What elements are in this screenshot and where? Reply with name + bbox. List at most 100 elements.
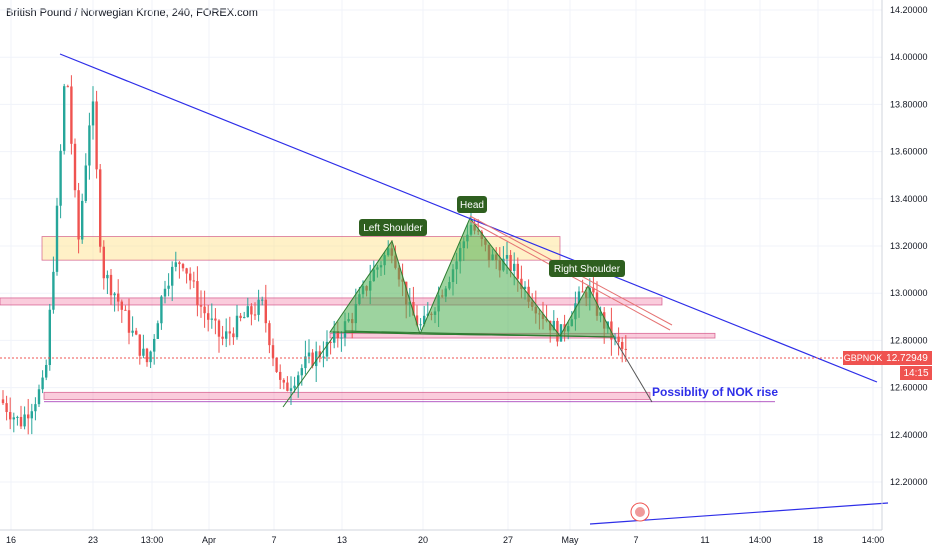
candle-body	[109, 274, 113, 296]
neckline-area	[344, 330, 615, 338]
candle-body	[77, 190, 80, 240]
candle-body	[124, 309, 127, 311]
grid-lines	[0, 0, 882, 530]
candle-body	[419, 324, 422, 326]
candle-body	[336, 330, 339, 339]
candle-body	[304, 356, 307, 369]
zone-pink	[0, 297, 663, 306]
candle-body	[99, 169, 102, 247]
price-tick-label: 13.60000	[890, 147, 928, 157]
candle-body	[142, 348, 145, 356]
candle-body	[311, 352, 314, 367]
zone-pink	[43, 391, 651, 400]
candle-body	[113, 293, 116, 296]
candle-body	[73, 143, 77, 191]
time-tick-label: 18	[813, 535, 823, 545]
price-axis[interactable]: 14.20000 14.00000 13.80000 13.60000 13.40000…	[881, 0, 928, 530]
candle-body	[523, 286, 527, 290]
time-tick-label: 20	[418, 535, 428, 545]
candle-body	[221, 336, 224, 339]
candle-body	[19, 416, 23, 427]
candle-body	[192, 280, 195, 282]
candle-body	[63, 86, 66, 151]
price-tick-label: 13.40000	[890, 194, 928, 204]
candle-body	[23, 414, 26, 427]
candle-body	[613, 336, 617, 340]
candle-body	[415, 315, 419, 326]
candle-body	[91, 101, 95, 126]
time-tick-label: 11	[700, 535, 709, 545]
candle-body	[37, 389, 41, 405]
candle-body	[279, 371, 282, 380]
label-left-shoulder-text: Left Shoulder	[363, 223, 423, 234]
countdown-timer: 14:15	[903, 368, 928, 379]
candle-body	[513, 263, 516, 271]
last-price-value: 12.72949	[886, 353, 928, 364]
candle-body	[239, 315, 242, 318]
head-triangle	[419, 217, 562, 337]
time-tick-label: May	[561, 535, 579, 545]
candle-body	[293, 385, 296, 389]
candle-body	[145, 348, 149, 363]
price-tick-label: 13.80000	[890, 99, 928, 109]
candle-body	[199, 305, 203, 307]
candle-body	[289, 388, 293, 391]
time-tick-label: 16	[6, 535, 16, 545]
candle-body	[171, 266, 174, 286]
candle-body	[315, 351, 318, 367]
candle-body	[138, 334, 141, 356]
candle-body	[286, 382, 289, 391]
candle-body	[516, 263, 519, 279]
candle-body	[257, 299, 260, 315]
candle-body	[52, 271, 55, 310]
candle-body	[120, 301, 123, 310]
candle-body	[253, 314, 257, 316]
candle-body	[178, 262, 181, 265]
candle-body	[163, 288, 167, 297]
price-tick-label: 14.20000	[890, 5, 928, 15]
label-head-text: Head	[460, 200, 484, 211]
time-axis[interactable]: 16 23 13:00 Apr 7 13 20 27 May 7 11 14:00 18 14:00	[0, 529, 884, 545]
price-tick-label: 12.60000	[890, 383, 928, 393]
event-marker-icon[interactable]	[630, 502, 650, 522]
candle-body	[196, 281, 199, 306]
candle-body	[167, 285, 170, 289]
label-right-shoulder-text: Right Shoulder	[554, 264, 621, 275]
candle-body	[325, 341, 329, 357]
rising-support-line	[282, 336, 334, 408]
last-price-badge: GBPNOK 12.72949 14:15	[843, 351, 932, 380]
candle-body	[412, 302, 415, 316]
time-tick-label: 27	[503, 535, 513, 545]
candle-body	[243, 317, 246, 319]
candle-body	[27, 414, 30, 419]
price-tick-label: 12.80000	[890, 335, 928, 345]
candle-body	[48, 309, 51, 365]
candle-body	[30, 411, 33, 419]
time-tick-label: 14:00	[749, 535, 772, 545]
candle-body	[282, 379, 285, 383]
candle-body	[340, 337, 343, 339]
candle-body	[189, 273, 192, 281]
candle-body	[149, 351, 152, 363]
candle-body	[261, 299, 264, 301]
candle-body	[156, 323, 159, 339]
candle-body	[577, 291, 581, 304]
candle-body	[88, 125, 91, 166]
price-tick-label: 13.20000	[890, 241, 928, 251]
candle-body	[210, 318, 213, 320]
candle-body	[322, 356, 325, 358]
candle-body	[318, 351, 321, 358]
last-price-symbol: GBPNOK	[844, 353, 883, 363]
candle-body	[16, 416, 19, 418]
candle-body	[268, 323, 271, 346]
candle-body	[610, 321, 613, 340]
candle-body	[621, 341, 624, 349]
label-left-shoulder: Left Shoulder	[359, 219, 427, 236]
candle-body	[228, 331, 231, 334]
candle-body	[131, 330, 134, 333]
candle-body	[117, 293, 120, 302]
label-right-shoulder: Right Shoulder	[549, 260, 625, 277]
candle-body	[552, 320, 555, 331]
candle-body	[246, 306, 249, 318]
